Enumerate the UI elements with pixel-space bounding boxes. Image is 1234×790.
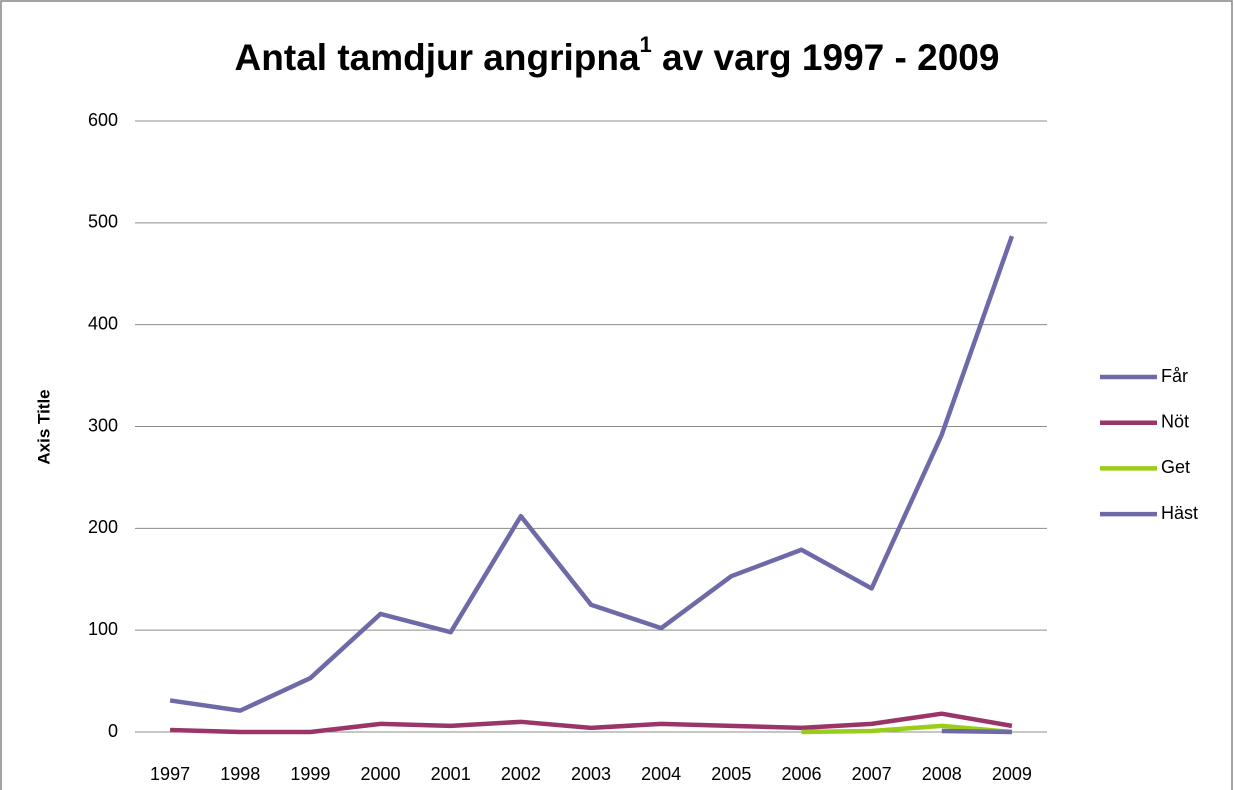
title-superscript: 1: [640, 32, 652, 57]
x-tick-label: 2007: [852, 764, 892, 784]
series-line: [170, 711, 1013, 735]
x-tick-label: 2003: [571, 764, 611, 784]
y-tick-label: 600: [88, 110, 118, 130]
series-line: [941, 728, 1012, 735]
title-part: av varg 1997 - 2009: [652, 37, 1000, 78]
x-tick-label: 2001: [431, 764, 471, 784]
y-tick-label: 300: [88, 415, 118, 435]
y-tick-label: 0: [108, 721, 118, 741]
y-tick-label: 100: [88, 619, 118, 639]
x-tick-label: 1998: [220, 764, 260, 784]
x-tick-label: 2004: [641, 764, 681, 784]
x-tick-label: 2000: [361, 764, 401, 784]
x-tick-label: 1999: [290, 764, 330, 784]
legend-label: Häst: [1161, 503, 1198, 523]
series-line: [169, 235, 1015, 713]
x-tick-label: 2009: [992, 764, 1032, 784]
chart-title: Antal tamdjur angripna1 av varg 1997 - 2…: [235, 32, 1000, 78]
y-axis-title: Axis Title: [34, 389, 53, 464]
x-tick-label: 2008: [922, 764, 962, 784]
x-tick-label: 2005: [711, 764, 751, 784]
y-tick-label: 400: [88, 313, 118, 333]
legend-label: Får: [1161, 366, 1188, 386]
y-tick-label: 500: [88, 212, 118, 232]
title-part: Antal tamdjur angripna: [235, 37, 640, 78]
series-line: [801, 723, 1013, 735]
y-tick-label: 200: [88, 517, 118, 537]
legend-label: Nöt: [1161, 411, 1189, 431]
x-tick-label: 1997: [150, 764, 190, 784]
legend-label: Get: [1161, 457, 1190, 477]
x-tick-label: 2002: [501, 764, 541, 784]
x-tick-label: 2006: [781, 764, 821, 784]
